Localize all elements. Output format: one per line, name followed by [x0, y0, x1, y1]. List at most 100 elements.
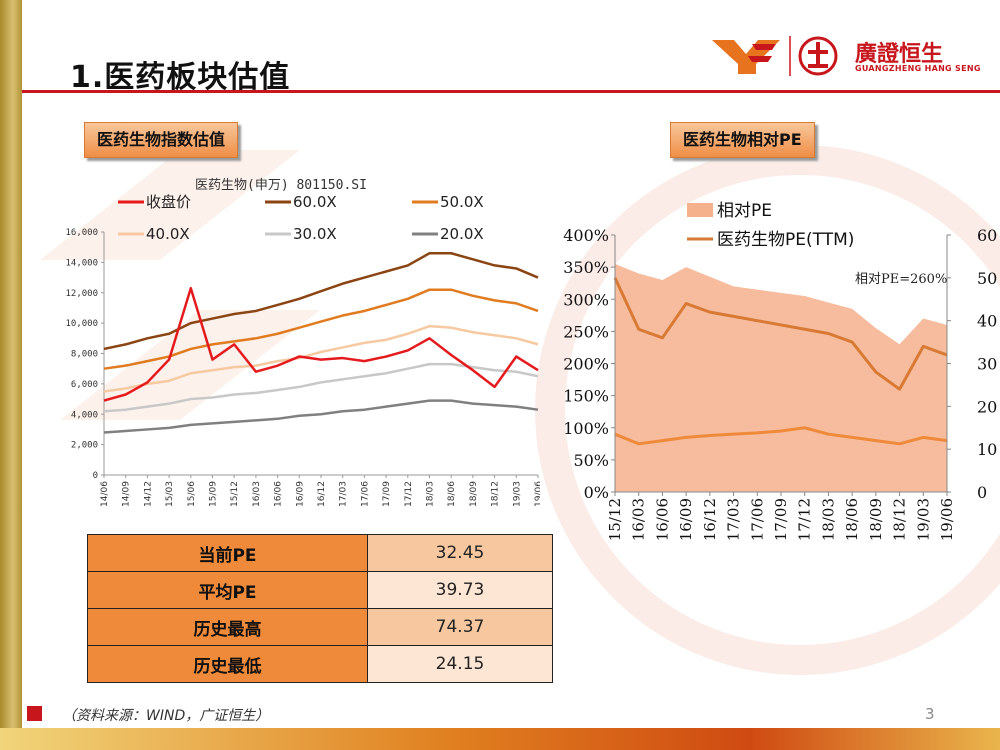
x-tick-label: 16/09 [677, 498, 695, 541]
x-tick-label: 19/03 [914, 498, 932, 541]
x-tick-label: 19/03 [512, 481, 522, 507]
y-tick-label: 2,000 [71, 441, 98, 451]
legend-label: 收盘价 [146, 193, 191, 211]
y-tick-label: 16,000 [65, 228, 98, 238]
x-tick-label: 14/09 [122, 481, 132, 507]
legend-label: 医药生物PE(TTM) [717, 230, 854, 250]
x-tick-label: 18/06 [843, 498, 861, 541]
series-line-60.0X [103, 252, 539, 351]
y-tick-label: 12,000 [65, 289, 98, 299]
x-tick-label: 17/09 [382, 481, 392, 507]
x-tick-label: 17/06 [360, 481, 370, 507]
x-tick-label: 17/03 [339, 481, 349, 507]
x-tick-label: 15/12 [606, 498, 624, 541]
y-left-tick-label: 400% [563, 226, 609, 245]
y-tick-label: 4,000 [71, 410, 98, 420]
table-cell-label: 平均PE [87, 571, 368, 609]
y-right-tick-label: 60 [977, 226, 997, 245]
y-tick-label: 8,000 [71, 350, 98, 360]
relative-pe-chart: 0% 50% 100% 150% 200% 250% 300% 350% 400% 0 10 20 30… [563, 201, 997, 541]
table-cell-value: 74.37 [367, 608, 553, 646]
table-row: 历史最高 74.37 [87, 608, 553, 646]
logo-text-en: GUANGZHENG HANG SENG [855, 64, 981, 73]
x-tick-label: 15/03 [165, 481, 175, 507]
y-right-tick-label: 10 [977, 440, 997, 459]
tag-index-valuation: 医药生物指数估值 [84, 122, 239, 158]
x-tick-label: 15/09 [209, 481, 219, 507]
legend-label: 20.0X [440, 225, 484, 243]
tag-relative-pe: 医药生物相对PE [670, 122, 815, 158]
y-tick-label: 10,000 [65, 319, 98, 329]
x-tick-label: 17/12 [796, 498, 814, 541]
y-left-tick-label: 300% [563, 290, 609, 309]
x-tick-label: 17/03 [725, 498, 743, 541]
left-decor-bar [0, 0, 22, 750]
logo-text-cn: 廣證恒生 [855, 41, 944, 67]
source-note: （资料来源：WIND，广证恒生） [62, 708, 270, 724]
valuation-table: 当前PE 32.45 平均PE 39.73 历史最高 74.37 历史最低 24… [87, 534, 553, 683]
table-cell-label: 当前PE [87, 534, 368, 572]
x-tick-label: 18/03 [426, 481, 436, 507]
chart-title: 医药生物(申万) 801150.SI [195, 178, 367, 193]
series-line-40.0X [103, 324, 539, 393]
x-tick-label: 16/09 [295, 481, 305, 507]
y-left-tick-label: 200% [563, 355, 609, 374]
y-left-tick-label: 250% [563, 322, 609, 341]
y-left-tick-label: 350% [563, 258, 609, 277]
x-tick-label: 18/12 [491, 481, 501, 507]
legend-label: 30.0X [293, 225, 337, 243]
x-tick-label: 16/06 [653, 498, 671, 541]
legend-label: 相对PE [717, 201, 772, 221]
y-right-tick-label: 30 [977, 355, 997, 374]
legend-label: 50.0X [440, 193, 484, 211]
table-cell-value: 39.73 [367, 571, 553, 609]
x-tick-label: 16/06 [274, 481, 284, 507]
x-tick-label: 19/06 [938, 498, 956, 541]
bottom-decor-bar [0, 728, 1000, 750]
x-tick-label: 16/12 [701, 498, 719, 541]
x-tick-label: 17/12 [404, 481, 414, 507]
y-tick-label: 6,000 [71, 380, 98, 390]
series-line-50.0X [103, 288, 539, 370]
y-right-tick-label: 0 [977, 483, 987, 502]
legend-swatch-area [687, 203, 713, 217]
y-tick-label: 14,000 [65, 258, 98, 268]
index-valuation-chart: 医药生物(申万) 801150.SI 收盘价 60.0X 50.0X 40.0X 30.0… [65, 178, 540, 507]
page-number: 3 [925, 705, 935, 723]
y-tick-label: 0 [93, 471, 98, 481]
table-cell-value: 24.15 [367, 645, 553, 683]
brand-logo [712, 36, 838, 76]
x-tick-label: 18/12 [891, 498, 909, 541]
x-tick-label: 16/03 [630, 498, 648, 541]
footer-marker [27, 706, 42, 721]
x-tick-label: 17/06 [748, 498, 766, 541]
chart-annotation: 相对PE=260% [855, 272, 947, 287]
legend-label: 40.0X [146, 225, 190, 243]
series-line-lower [614, 426, 948, 446]
page-title: 1.医药板块估值 [70, 60, 291, 95]
x-tick-label: 14/06 [100, 481, 110, 507]
x-tick-label: 17/09 [772, 498, 790, 541]
y-left-tick-label: 0% [584, 483, 609, 502]
y-left-tick-label: 100% [563, 419, 609, 438]
table-row: 历史最低 24.15 [87, 645, 553, 683]
y-right-tick-label: 50 [977, 269, 997, 288]
x-tick-label: 16/12 [317, 481, 327, 507]
series-line-收盘价 [103, 286, 539, 402]
table-cell-value: 32.45 [367, 534, 553, 572]
y-left-tick-label: 150% [563, 387, 609, 406]
y-left-tick-label: 50% [573, 451, 609, 470]
legend-label: 60.0X [293, 193, 337, 211]
table-row: 当前PE 32.45 [87, 534, 553, 572]
series-area-relative-pe [615, 263, 947, 492]
x-tick-label: 18/09 [867, 498, 885, 541]
table-row: 平均PE 39.73 [87, 571, 553, 609]
x-tick-label: 18/09 [469, 481, 479, 507]
table-cell-label: 历史最高 [87, 608, 368, 646]
title-rule [22, 90, 1000, 93]
x-tick-label: 16/03 [252, 481, 262, 507]
series-line-20.0X [103, 399, 539, 434]
x-tick-label: 18/03 [819, 498, 837, 541]
x-tick-label: 18/06 [447, 481, 457, 507]
y-right-tick-label: 20 [977, 397, 997, 416]
